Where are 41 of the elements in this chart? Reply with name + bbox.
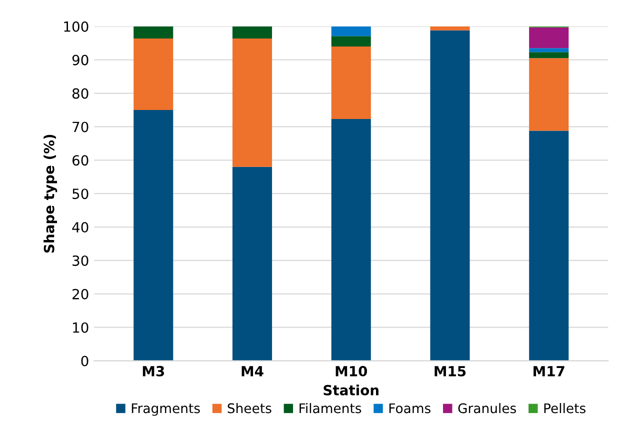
bar: [430, 26, 470, 30]
legend-label: Filaments: [300, 403, 362, 414]
bar: [331, 26, 371, 36]
y-tick-label: 100: [64, 21, 88, 32]
x-axis-title: Station: [324, 384, 378, 396]
x-tick-label: M3: [142, 366, 164, 376]
y-tick-label: 40: [72, 222, 88, 233]
bar: [134, 110, 174, 361]
legend-label: Foams: [389, 403, 430, 414]
legend-label: Granules: [458, 403, 516, 414]
y-tick-label: 10: [73, 322, 88, 333]
legend-label: Pellets: [544, 403, 586, 414]
legend-label: Sheets: [228, 403, 272, 414]
bar: [430, 30, 470, 361]
y-axis-title: Shape type (%): [44, 134, 58, 253]
y-tick-label: 0: [81, 356, 88, 366]
x-tick-label: M15: [434, 366, 466, 376]
y-tick-label: 90: [72, 54, 88, 66]
y-tick-label: 20: [72, 288, 88, 300]
y-tick-label: 50: [72, 188, 88, 200]
bar: [331, 46, 371, 120]
bar: [331, 36, 371, 46]
bar: [331, 119, 371, 361]
y-tick-label: 60: [72, 155, 88, 166]
y-tick-label: 80: [72, 88, 88, 99]
bar: [134, 26, 174, 38]
bar: [529, 52, 569, 58]
x-tick-label: M4: [242, 366, 264, 376]
y-tick-label: 70: [72, 122, 88, 132]
bar: [529, 130, 569, 361]
bar: [529, 27, 569, 48]
bar: [232, 26, 272, 38]
bar: [529, 58, 569, 131]
bar: [232, 38, 272, 167]
y-tick-label: 30: [72, 255, 88, 266]
x-tick-label: M17: [534, 366, 564, 376]
bar: [134, 38, 174, 110]
bar: [232, 166, 272, 361]
bar: [529, 48, 569, 52]
legend-label: Fragments: [132, 403, 200, 416]
x-tick-label: M10: [336, 366, 368, 376]
